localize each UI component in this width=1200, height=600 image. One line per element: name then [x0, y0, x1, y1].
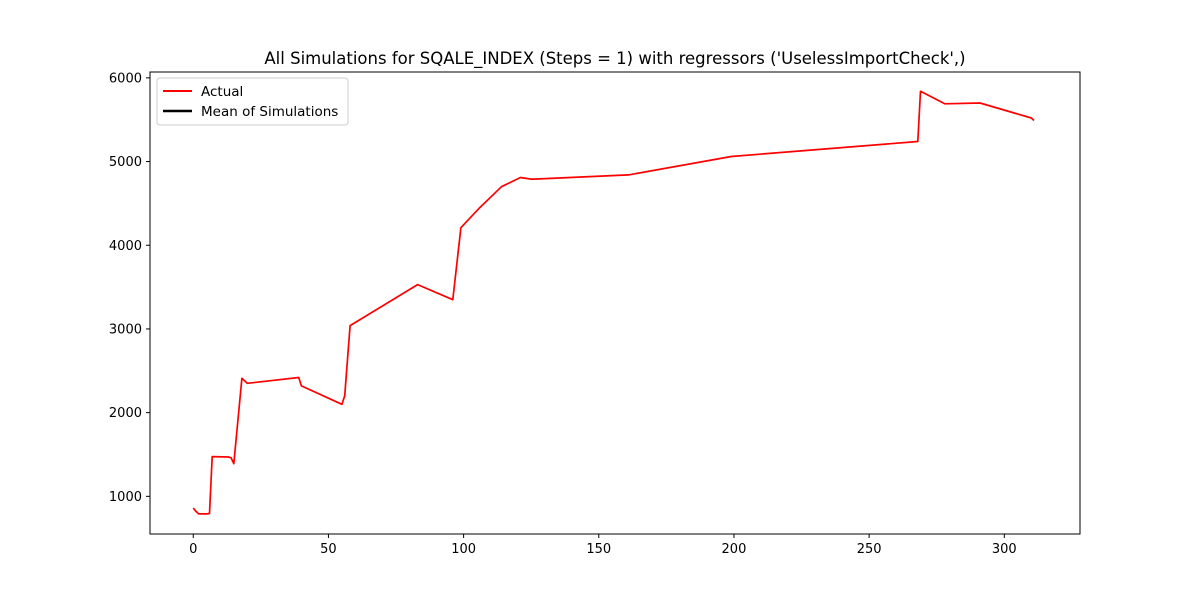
legend-label-mean-of-simulations: Mean of Simulations [201, 104, 338, 120]
y-tick-label: 5000 [109, 155, 142, 170]
y-tick-label: 4000 [109, 239, 142, 254]
x-tick-label: 150 [586, 542, 611, 557]
plot-frame [149, 71, 1081, 535]
y-tick-label: 2000 [109, 406, 142, 421]
x-tick-label: 300 [992, 542, 1017, 557]
y-tick-label: 3000 [109, 322, 142, 337]
y-tick-label: 1000 [109, 490, 142, 505]
x-tick-label: 250 [857, 542, 882, 557]
legend-label-actual: Actual [201, 84, 243, 100]
series-line-actual [192, 90, 1035, 515]
y-tick-label: 6000 [109, 71, 142, 86]
plot-area [150, 72, 1080, 534]
legend-box [156, 77, 349, 126]
x-axis: 0 50 100 150 200 250 300 [189, 534, 1017, 557]
legend: Actual Mean of Simulations [156, 77, 349, 126]
x-tick-label: 100 [451, 542, 476, 557]
y-axis: 1000 2000 3000 4000 5000 6000 [109, 71, 150, 505]
chart-title: All Simulations for SQALE_INDEX (Steps =… [264, 49, 965, 69]
x-tick-label: 200 [722, 542, 747, 557]
x-tick-label: 50 [320, 542, 337, 557]
series-layer [192, 90, 1035, 515]
x-tick-label: 0 [189, 542, 197, 557]
